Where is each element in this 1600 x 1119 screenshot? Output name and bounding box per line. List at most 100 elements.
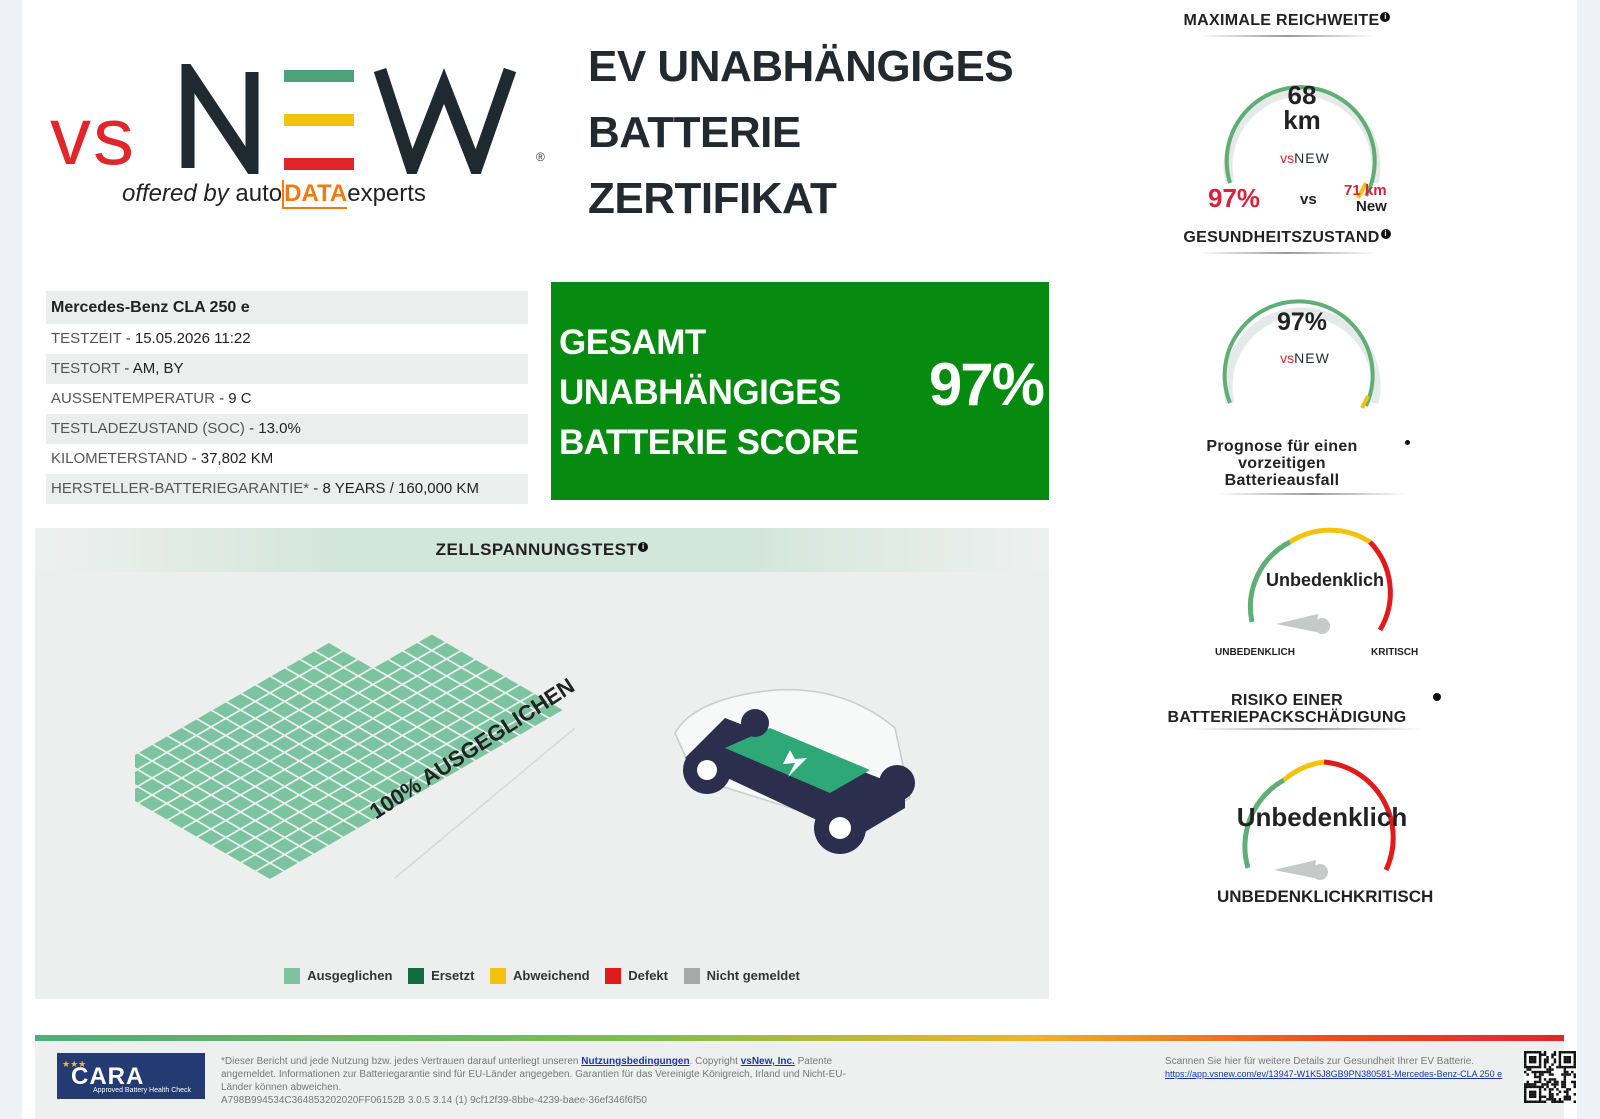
- range-unit: km: [1283, 105, 1321, 135]
- battery-cell: [448, 651, 475, 667]
- battery-cell: [315, 796, 342, 811]
- qr-module: [1566, 1090, 1569, 1094]
- range-value: 68: [1287, 80, 1317, 110]
- battery-cell: [286, 813, 313, 828]
- info-value: 13.0%: [258, 420, 301, 437]
- company-link[interactable]: vsNew, Inc.: [740, 1056, 795, 1067]
- info-icon[interactable]: [1433, 693, 1441, 701]
- qr-module: [1551, 1095, 1554, 1099]
- footer-gradient-bar: [35, 1035, 1564, 1041]
- battery-cell: [286, 711, 313, 726]
- qr-module: [1533, 1090, 1537, 1094]
- qr-module: [1543, 1051, 1547, 1054]
- failure-right-label: KRITISCH: [1371, 647, 1419, 658]
- qr-module: [1551, 1055, 1554, 1059]
- mini-logo-vs: vs: [1280, 350, 1295, 366]
- pack-right-label: KRITISCH: [1353, 887, 1434, 906]
- qr-module: [1528, 1095, 1532, 1099]
- info-label: AUSSENTEMPERATUR: [51, 390, 215, 407]
- qr-module: [1556, 1088, 1559, 1091]
- qr-module: [1558, 1055, 1562, 1059]
- qr-module: [1563, 1090, 1567, 1094]
- battery-cell: [242, 719, 269, 735]
- info-icon[interactable]: i: [638, 542, 649, 552]
- qr-module: [1556, 1083, 1559, 1086]
- info-icon[interactable]: i: [1380, 12, 1391, 22]
- info-icon[interactable]: [1405, 440, 1410, 445]
- qr-module: [1548, 1065, 1552, 1069]
- battery-cell: [418, 719, 445, 735]
- battery-cell: [301, 787, 328, 803]
- qr-module: [1553, 1058, 1557, 1061]
- qr-module: [1536, 1051, 1539, 1054]
- qr-module: [1538, 1053, 1542, 1056]
- battery-cell: [301, 736, 328, 752]
- battery-cell: [492, 728, 519, 743]
- info-label: TESTZEIT: [51, 330, 122, 347]
- qr-module: [1551, 1100, 1554, 1103]
- qr-module: [1548, 1095, 1552, 1099]
- qr-module: [1548, 1073, 1552, 1076]
- qr-module: [1563, 1078, 1567, 1081]
- battery-cell: [345, 677, 372, 692]
- qr-module: [1536, 1075, 1539, 1079]
- info-icon[interactable]: i: [1380, 229, 1391, 239]
- report-url-link[interactable]: https://app.vsnew.com/ev/13947-W1K5J8GB9…: [1165, 1069, 1503, 1079]
- info-label: HERSTELLER-BATTERIEGARANTIE*: [51, 480, 310, 497]
- qr-module: [1524, 1093, 1527, 1096]
- battery-cell: [389, 753, 416, 769]
- battery-cell: [315, 745, 342, 760]
- qr-code-icon[interactable]: [1524, 1051, 1576, 1103]
- pack-labels: UNBEDENKLICHKRITISCH: [1217, 887, 1433, 907]
- terms-link[interactable]: Nutzungsbedingungen: [581, 1056, 690, 1067]
- range-gauge: [1223, 85, 1381, 199]
- qr-module: [1541, 1083, 1544, 1086]
- battery-cell: [507, 719, 534, 735]
- battery-cell: [345, 728, 372, 743]
- qr-module: [1563, 1058, 1567, 1061]
- battery-cell: [330, 702, 357, 718]
- qr-module: [1561, 1100, 1564, 1103]
- range-mini-logo: vsNEW: [1275, 150, 1335, 166]
- mini-logo-new: NEW: [1294, 150, 1330, 166]
- vsnew-logo: vs ® offered by autoDATAexperts: [50, 50, 550, 227]
- qr-module: [1548, 1088, 1552, 1091]
- wheel-hub-icon: [697, 760, 717, 780]
- qr-module: [1563, 1070, 1567, 1074]
- qr-module: [1533, 1065, 1537, 1069]
- qr-module: [1553, 1083, 1557, 1086]
- info-row-temperature: AUSSENTEMPERATUR - 9 C: [51, 390, 252, 407]
- battery-cell: [271, 753, 298, 769]
- battery-cell: [330, 753, 357, 769]
- qr-module: [1528, 1055, 1532, 1059]
- battery-cell: [345, 694, 372, 709]
- qr-module: [1548, 1098, 1552, 1101]
- battery-cell: [345, 745, 372, 760]
- qr-module: [1571, 1070, 1574, 1074]
- qr-module: [1543, 1083, 1547, 1086]
- qr-module: [1573, 1083, 1576, 1086]
- qr-module: [1561, 1085, 1564, 1089]
- title-underline: [1217, 493, 1407, 495]
- qr-module: [1566, 1051, 1569, 1054]
- qr-module: [1538, 1063, 1542, 1066]
- gauge-green: [1247, 539, 1292, 623]
- battery-cell: [492, 694, 519, 709]
- legend-swatch: [683, 968, 700, 984]
- tagline-data: DATA: [282, 180, 348, 209]
- battery-cell: [374, 711, 401, 726]
- cell-legend: Ausgeglichen Ersetzt Abweichend Defekt N…: [35, 968, 1049, 984]
- qr-module: [1524, 1060, 1527, 1064]
- battery-cell: [286, 745, 313, 760]
- cell-blocks: [135, 634, 563, 879]
- battery-cell: [418, 685, 445, 701]
- qr-module: [1524, 1100, 1527, 1103]
- qr-module: [1548, 1090, 1552, 1094]
- battery-cell: [448, 719, 475, 735]
- battery-cell: [330, 719, 357, 735]
- legend-label: Nicht gemeldet: [706, 968, 800, 983]
- qr-module: [1538, 1090, 1542, 1094]
- battery-cell: [404, 711, 431, 726]
- qr-module: [1558, 1100, 1562, 1103]
- info-row-warranty: HERSTELLER-BATTERIEGARANTIE* - 8 YEARS /…: [46, 474, 528, 504]
